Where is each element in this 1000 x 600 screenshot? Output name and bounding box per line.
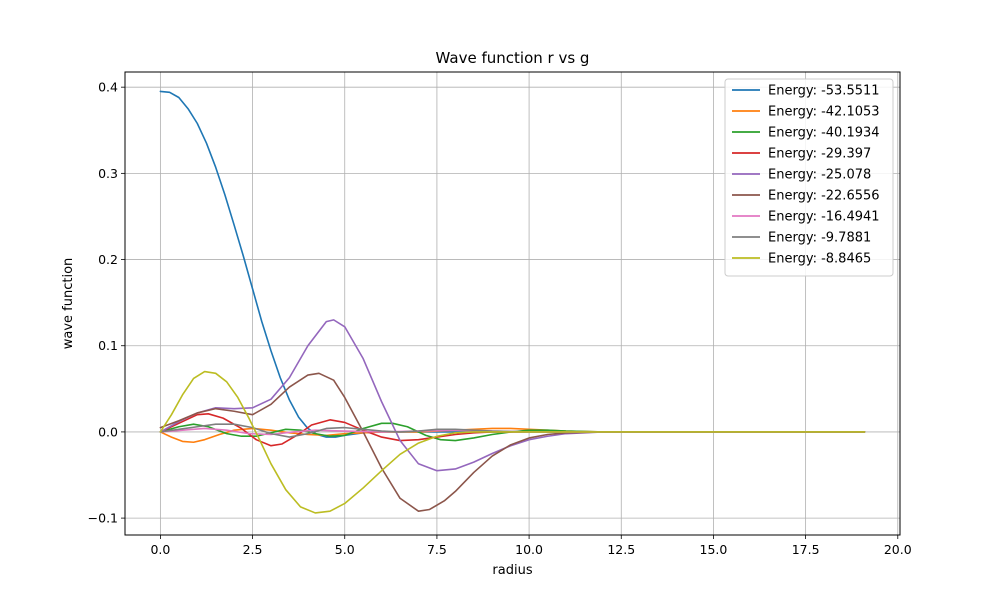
legend-label: Energy: -29.397 (768, 147, 871, 162)
legend: Energy: -53.5511 Energy: -42.1053 Energy: … (724, 78, 894, 277)
series-line (159, 423, 866, 438)
y-tick-label: 0.4 (98, 80, 118, 95)
x-tick-label: 20.0 (884, 542, 912, 557)
y-tick-label: 0.2 (98, 252, 118, 267)
x-tick-label: 10.0 (515, 542, 543, 557)
x-tick-label: 2.5 (243, 542, 263, 557)
y-tick-label: −0.1 (88, 511, 118, 526)
series-line (159, 370, 866, 514)
legend-label: Energy: -42.1053 (768, 105, 880, 120)
x-tick-label: 5.0 (335, 542, 355, 557)
x-tick-label: 7.5 (427, 542, 447, 557)
legend-box (724, 78, 894, 277)
series-line (159, 372, 866, 513)
legend-label: Energy: -25.078 (768, 168, 871, 183)
series-line (159, 319, 866, 472)
legend-label: Energy: -40.1934 (768, 126, 880, 141)
chart-title: Wave function r vs g (436, 49, 590, 67)
legend-label: Energy: -16.4941 (768, 210, 880, 225)
x-axis-label: radius (492, 563, 532, 578)
ticks: 0.0 2.5 5.0 7.5 10.0 12.5 15.0 17.5 20.0 −0.1 0.0 0… (88, 80, 912, 557)
y-tick-label: 0.3 (98, 166, 118, 181)
legend-label: Energy: -53.5511 (768, 84, 880, 99)
legend-label: Energy: -8.8465 (768, 252, 871, 267)
x-tick-label: 12.5 (607, 542, 635, 557)
series-group (159, 90, 866, 514)
y-axis-label: wave function (61, 258, 76, 350)
legend-label: Energy: -9.7881 (768, 231, 871, 246)
x-tick-label: 17.5 (792, 542, 820, 557)
legend-label: Energy: -22.6556 (768, 189, 880, 204)
y-tick-label: 0.0 (98, 424, 118, 439)
x-tick-label: 0.0 (150, 542, 170, 557)
series-line (159, 413, 866, 447)
y-tick-label: 0.1 (98, 338, 118, 353)
plot-frame (124, 71, 901, 536)
x-tick-label: 15.0 (700, 542, 728, 557)
